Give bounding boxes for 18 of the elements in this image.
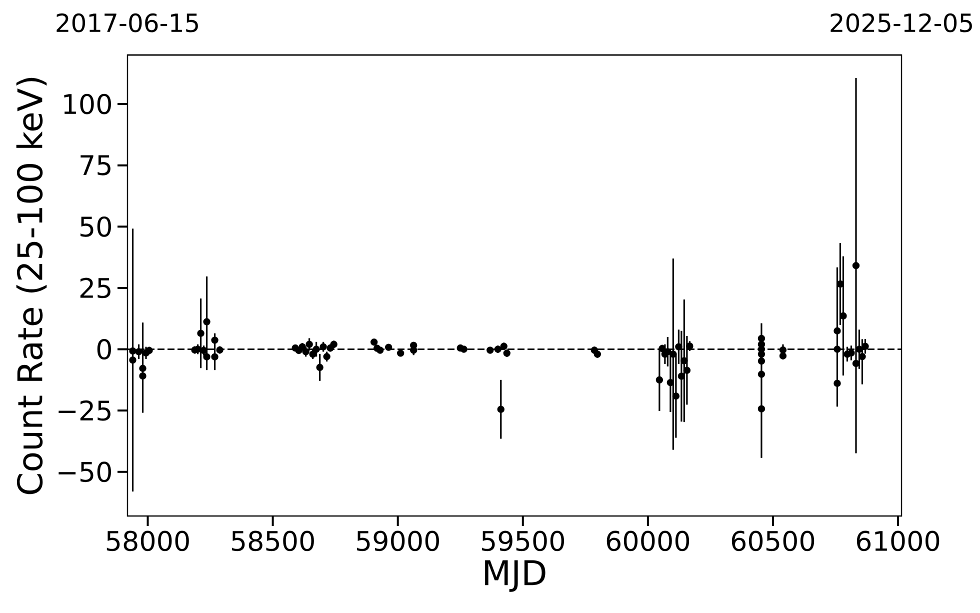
y-tick-label: 75 (80, 155, 110, 176)
x2-tick-label: 2025-12-05 (830, 13, 972, 32)
y-tick-label: 50 (80, 216, 111, 237)
y-tick-label: 100 (64, 94, 111, 114)
y-axis-title: Count Rate (25-100 keV) (16, 78, 47, 494)
x-axis-title: MJD (485, 560, 546, 592)
y-tick-label: −25 (58, 400, 110, 421)
x-tick-label: 58000 (106, 530, 189, 552)
x-tick-label: 60500 (732, 530, 814, 552)
x-tick-label: 59500 (482, 530, 564, 552)
x-tick-label: 58500 (232, 530, 314, 552)
x-tick-label: 60000 (606, 530, 690, 552)
y-tick-label: 25 (80, 278, 110, 298)
x2-tick-label: 2017-06-15 (56, 13, 198, 32)
x-tick-label: 59000 (356, 530, 439, 552)
y-tick-label: 0 (97, 339, 111, 360)
x-tick-label: 61000 (856, 530, 940, 552)
y-tick-label: −50 (58, 462, 111, 482)
